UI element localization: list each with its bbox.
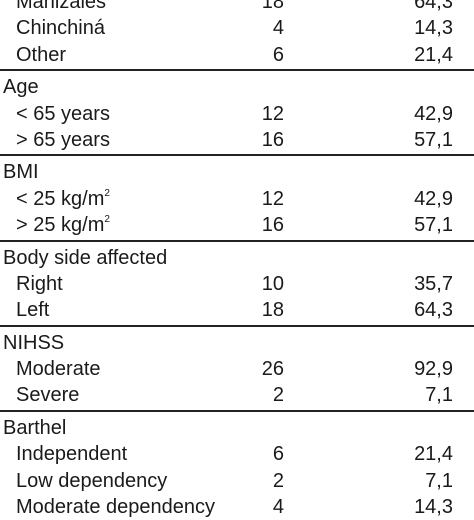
table-row: Right 10 35,7 xyxy=(0,271,474,297)
section-heading: Barthel xyxy=(0,415,474,441)
row-count: 18 xyxy=(261,0,284,13)
row-percent: 57,1 xyxy=(414,128,453,151)
section-heading: Age xyxy=(0,74,474,100)
row-percent: 14,3 xyxy=(414,496,453,519)
row-count: 6 xyxy=(272,43,284,66)
row-percent: 7,1 xyxy=(425,469,453,492)
row-percent: 42,9 xyxy=(414,102,453,125)
row-count: 4 xyxy=(272,496,284,519)
row-label: < 25 kg/m2 xyxy=(16,187,110,210)
row-label: Other xyxy=(16,43,67,66)
row-label: Chinchiná xyxy=(16,17,105,40)
row-count: 2 xyxy=(272,469,284,492)
table-row: Chinchiná 4 14,3 xyxy=(0,15,474,41)
row-percent: 21,4 xyxy=(414,443,453,466)
section-heading-label: Age xyxy=(3,76,39,99)
table-row: Moderate dependency 4 14,3 xyxy=(0,494,474,520)
row-percent: 64,3 xyxy=(414,0,453,13)
table-row: Severe 2 7,1 xyxy=(0,382,474,408)
row-percent: 21,4 xyxy=(414,43,453,66)
row-label: < 65 years xyxy=(16,102,110,125)
section-divider xyxy=(0,409,474,412)
table-row: Left 18 64,3 xyxy=(0,297,474,323)
row-percent: 64,3 xyxy=(414,299,453,322)
row-count: 10 xyxy=(261,272,284,295)
row-label: Low dependency xyxy=(16,469,168,492)
row-count: 26 xyxy=(261,358,284,381)
table-row: Independent 6 21,4 xyxy=(0,441,474,467)
row-label: > 65 years xyxy=(16,128,110,151)
table-row: < 65 years 12 42,9 xyxy=(0,101,474,127)
row-label-superscript: 2 xyxy=(104,214,110,226)
row-percent: 35,7 xyxy=(414,272,453,295)
row-label: > 25 kg/m2 xyxy=(16,214,110,237)
row-label: Right xyxy=(16,272,63,295)
row-count: 16 xyxy=(261,214,284,237)
section-heading: BMI xyxy=(0,159,474,185)
row-count: 2 xyxy=(272,384,284,407)
section-heading-label: Body side affected xyxy=(3,246,168,269)
row-label: Moderate dependency xyxy=(16,496,216,519)
row-percent: 57,1 xyxy=(414,214,453,237)
section-heading: Body side affected xyxy=(0,245,474,271)
row-label: Manizales xyxy=(16,0,107,13)
section-heading-label: NIHSS xyxy=(3,331,65,354)
section-divider xyxy=(0,154,474,157)
row-percent: 92,9 xyxy=(414,358,453,381)
table-row: < 25 kg/m2 12 42,9 xyxy=(0,186,474,212)
table-row: Moderate 26 92,9 xyxy=(0,356,474,382)
section-divider xyxy=(0,239,474,242)
table-row: Low dependency 2 7,1 xyxy=(0,468,474,494)
row-label: Left xyxy=(16,299,50,322)
row-count: 4 xyxy=(272,17,284,40)
section-heading-label: Barthel xyxy=(3,416,67,439)
section-heading-label: BMI xyxy=(3,161,39,184)
table-row: > 65 years 16 57,1 xyxy=(0,127,474,153)
row-count: 12 xyxy=(261,102,284,125)
table-row: Other 6 21,4 xyxy=(0,42,474,68)
row-label: Independent xyxy=(16,443,128,466)
row-percent: 42,9 xyxy=(414,187,453,210)
row-percent: 14,3 xyxy=(414,17,453,40)
section-divider xyxy=(0,69,474,72)
row-count: 16 xyxy=(261,128,284,151)
row-percent: 7,1 xyxy=(425,384,453,407)
row-count: 12 xyxy=(261,187,284,210)
row-count: 6 xyxy=(272,443,284,466)
section-divider xyxy=(0,324,474,327)
row-label: Moderate xyxy=(16,358,101,381)
row-count: 18 xyxy=(261,299,284,322)
row-label-superscript: 2 xyxy=(104,187,110,199)
table-row: Manizales 18 64,3 xyxy=(0,0,474,15)
row-label: Severe xyxy=(16,384,80,407)
table-row: > 25 kg/m2 16 57,1 xyxy=(0,212,474,238)
section-heading: NIHSS xyxy=(0,330,474,356)
